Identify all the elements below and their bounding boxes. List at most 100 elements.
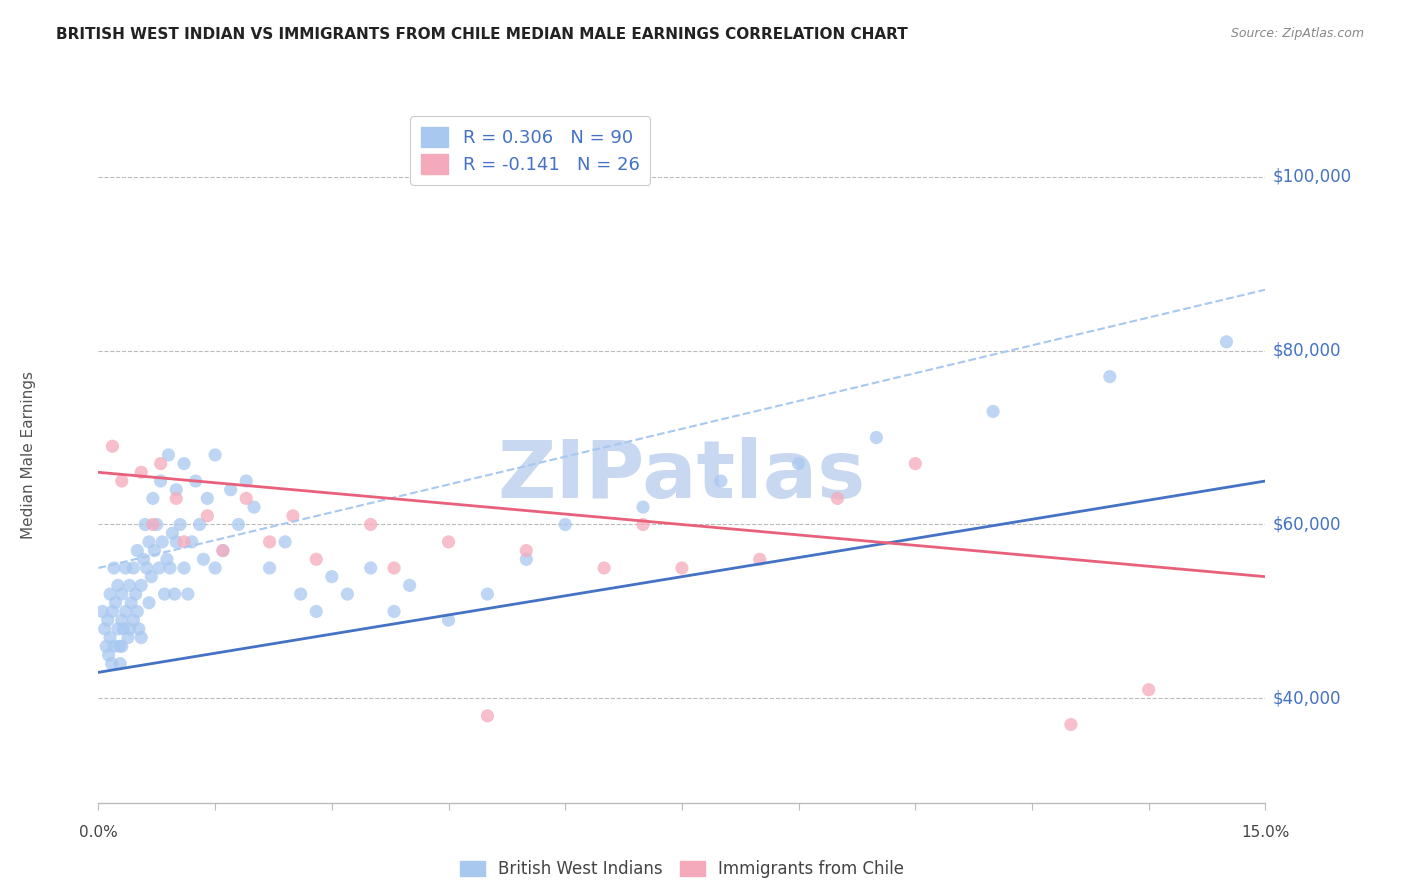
Point <box>138 535 160 549</box>
Point <box>91 605 114 619</box>
Point <box>204 448 226 462</box>
Point <box>97 648 120 662</box>
Point <box>515 543 537 558</box>
Point <box>437 613 460 627</box>
Point <box>159 561 181 575</box>
Point <box>101 605 124 619</box>
Text: ZIPatlas: ZIPatlas <box>498 437 866 515</box>
Point <box>631 500 654 515</box>
Point <box>96 639 118 653</box>
Point <box>710 474 733 488</box>
Text: $100,000: $100,000 <box>1272 168 1351 186</box>
Point <box>243 500 266 515</box>
Point <box>477 587 499 601</box>
Point <box>107 622 129 636</box>
Point <box>259 535 281 549</box>
Point <box>477 708 499 723</box>
Point <box>305 552 328 566</box>
Point <box>112 622 135 636</box>
Point <box>165 535 187 549</box>
Point <box>142 491 165 506</box>
Point <box>129 631 152 645</box>
Point <box>156 552 179 566</box>
Point <box>148 561 170 575</box>
Point <box>382 605 405 619</box>
Point <box>195 508 218 523</box>
Point <box>103 639 125 653</box>
Text: $80,000: $80,000 <box>1272 342 1341 359</box>
Point <box>149 474 172 488</box>
Text: $40,000: $40,000 <box>1272 690 1341 707</box>
Point <box>128 622 150 636</box>
Point <box>193 552 215 566</box>
Point <box>336 587 359 601</box>
Point <box>177 587 200 601</box>
Point <box>132 552 155 566</box>
Point <box>165 483 187 497</box>
Point <box>127 605 149 619</box>
Point <box>827 491 849 506</box>
Point <box>129 578 152 592</box>
Text: Median Male Earnings: Median Male Earnings <box>21 371 35 539</box>
Point <box>127 543 149 558</box>
Point <box>671 561 693 575</box>
Point <box>165 491 187 506</box>
Point <box>141 570 163 584</box>
Legend: British West Indians, Immigrants from Chile: British West Indians, Immigrants from Ch… <box>453 854 911 885</box>
Point <box>157 448 180 462</box>
Point <box>162 526 184 541</box>
Point <box>107 578 129 592</box>
Point <box>204 561 226 575</box>
Point <box>122 613 145 627</box>
Point <box>98 631 121 645</box>
Point <box>904 457 927 471</box>
Point <box>129 466 152 480</box>
Point <box>188 517 211 532</box>
Point <box>111 587 134 601</box>
Point <box>1098 369 1121 384</box>
Point <box>290 587 312 601</box>
Point <box>554 517 576 532</box>
Point <box>150 535 173 549</box>
Point <box>1215 334 1237 349</box>
Point <box>321 570 343 584</box>
Point <box>184 474 207 488</box>
Point <box>173 561 195 575</box>
Point <box>118 578 141 592</box>
Point <box>1060 717 1083 731</box>
Point <box>235 474 257 488</box>
Point <box>212 543 235 558</box>
Text: Source: ZipAtlas.com: Source: ZipAtlas.com <box>1230 27 1364 40</box>
Point <box>180 535 202 549</box>
Point <box>274 535 297 549</box>
Point <box>153 587 176 601</box>
Point <box>981 404 1004 418</box>
Point <box>98 587 121 601</box>
Point <box>631 517 654 532</box>
Point <box>169 517 191 532</box>
Point <box>748 552 770 566</box>
Point <box>173 457 195 471</box>
Point <box>111 639 134 653</box>
Point <box>114 561 136 575</box>
Point <box>125 587 148 601</box>
Point <box>143 543 166 558</box>
Point <box>437 535 460 549</box>
Point <box>117 631 139 645</box>
Point <box>120 596 142 610</box>
Point <box>360 517 382 532</box>
Point <box>281 508 304 523</box>
Point <box>865 431 887 445</box>
Text: 15.0%: 15.0% <box>1241 825 1289 840</box>
Point <box>118 622 141 636</box>
Text: BRITISH WEST INDIAN VS IMMIGRANTS FROM CHILE MEDIAN MALE EARNINGS CORRELATION CH: BRITISH WEST INDIAN VS IMMIGRANTS FROM C… <box>56 27 908 42</box>
Point <box>142 517 165 532</box>
Point <box>195 491 218 506</box>
Point <box>163 587 186 601</box>
Point <box>108 639 131 653</box>
Point <box>382 561 405 575</box>
Point <box>212 543 235 558</box>
Text: $60,000: $60,000 <box>1272 516 1341 533</box>
Point <box>138 596 160 610</box>
Point <box>398 578 420 592</box>
